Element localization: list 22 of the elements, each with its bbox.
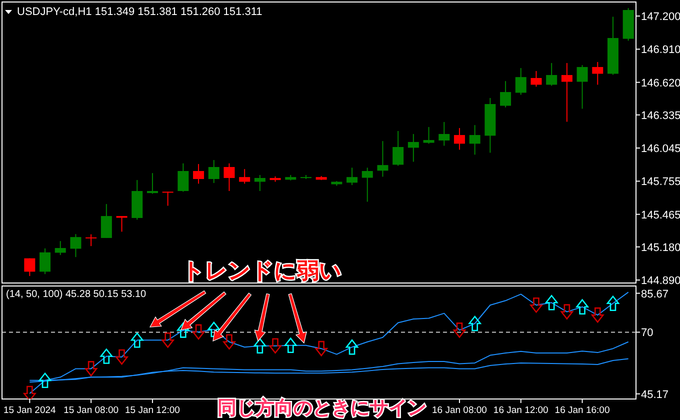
y-tick-label: 85.67 [641, 288, 669, 300]
y-tick-label: 146.045 [641, 143, 680, 156]
y-tick-label: 144.890 [641, 275, 680, 288]
y-tick-label: 145.755 [641, 176, 680, 188]
chart-title: (14, 50, 100) 45.28 50.15 53.10 [6, 289, 147, 300]
y-tick-label: 146.335 [641, 110, 680, 122]
x-tick-label: 15 Jan 12:00 [125, 405, 180, 416]
y-tick-label: 145.180 [641, 242, 680, 254]
y-tick-label: 146.620 [641, 77, 680, 90]
x-tick-label: 15 Jan 08:00 [64, 405, 119, 416]
x-tick-label: 15 Jan 2024 [4, 405, 56, 416]
x-tick-label: 16 Jan 16:00 [554, 405, 610, 416]
y-tick-label: 45.17 [641, 388, 669, 401]
y-tick-label: 70 [641, 327, 654, 340]
x-tick-label: 16 Jan 12:00 [493, 405, 548, 416]
annotation: トレンドに弱い [182, 258, 342, 283]
x-tick-label: 16 Jan 08:00 [432, 405, 487, 416]
y-tick-label: 145.465 [641, 209, 680, 222]
y-tick-label: 147.200 [641, 11, 680, 24]
annotation: 同じ方向のときにサイン [218, 397, 426, 419]
chart-title: USDJPY-cd,H1 151.349 151.381 151.260 151.311 [17, 6, 262, 18]
y-tick-label: 146.910 [641, 44, 680, 56]
